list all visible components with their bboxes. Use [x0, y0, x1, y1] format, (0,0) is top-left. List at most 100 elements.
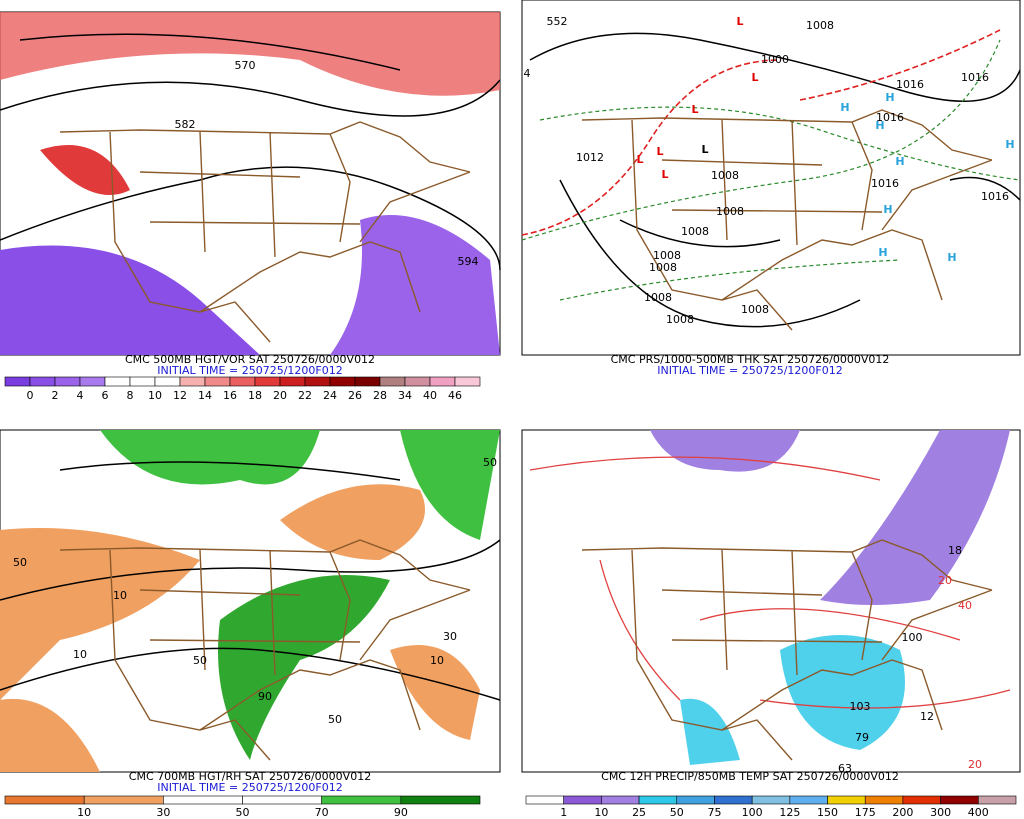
- colorbar-box: [454, 376, 481, 387]
- colorbar-label: 400: [968, 806, 989, 819]
- colorbar-box: [4, 376, 31, 387]
- pressure-center: L: [751, 71, 758, 84]
- colorbar-label: 10: [594, 806, 608, 819]
- contour-label: 20: [968, 758, 982, 771]
- temperature-line: [529, 456, 1011, 709]
- colorbar-box: [563, 795, 602, 805]
- colorbar-box: [404, 376, 431, 387]
- colorbar-label: 24: [323, 389, 337, 402]
- colorbar-label: 300: [930, 806, 951, 819]
- pressure-center: H: [875, 119, 884, 132]
- contour-label: 40: [958, 599, 972, 612]
- colorbar-label: 2: [52, 389, 59, 402]
- colorbar-box: [163, 795, 243, 805]
- contour-label: 1008: [741, 303, 769, 316]
- contour-label: 50: [483, 456, 497, 469]
- contour-label: 50: [13, 556, 27, 569]
- pressure-center: H: [885, 91, 894, 104]
- contour-label: 79: [855, 731, 869, 744]
- colorbar-box: [279, 376, 306, 387]
- colorbar-box: [129, 376, 156, 387]
- thickness-line: [521, 39, 1021, 301]
- contour-label: 30: [443, 630, 457, 643]
- colorbar-box: [601, 795, 640, 805]
- panel-title: CMC 700MB HGT/RH SAT 250726/0000V012: [129, 770, 371, 783]
- contour-label: 1008: [649, 261, 677, 274]
- colorbar-box: [229, 376, 256, 387]
- contour-label: 1008: [681, 225, 709, 238]
- contour-label: 1016: [981, 190, 1009, 203]
- colorbar-box: [940, 795, 979, 805]
- colorbar-label: 50: [236, 806, 250, 819]
- colorbar-label: 50: [670, 806, 684, 819]
- colorbar-label: 26: [348, 389, 362, 402]
- pressure-center: H: [840, 101, 849, 114]
- colorbar-box: [864, 795, 904, 805]
- colorbar-box: [714, 795, 753, 805]
- pressure-center: H: [1005, 138, 1014, 151]
- contour-label: 10: [430, 654, 444, 667]
- contour-label: 552: [547, 15, 568, 28]
- contour-label: 103: [850, 700, 871, 713]
- contour-label: 18: [948, 544, 962, 557]
- contour-label: 4: [524, 67, 531, 80]
- contour-label: 1008: [653, 249, 681, 262]
- colorbar-box: [29, 376, 56, 387]
- colorbar-label: 18: [248, 389, 262, 402]
- contour-label: 1000: [761, 53, 789, 66]
- colorbar-label: 34: [398, 389, 412, 402]
- colorbar-label: 10: [77, 806, 91, 819]
- colorbar-box: [179, 376, 206, 387]
- colorbar-label: 100: [742, 806, 763, 819]
- vorticity-area: [40, 145, 130, 195]
- colorbar-box: [83, 795, 164, 805]
- humidity-area: [100, 430, 500, 540]
- colorbar-box: [525, 795, 564, 805]
- contour-label: 1016: [961, 71, 989, 84]
- colorbar-label: 150: [817, 806, 838, 819]
- vorticity-area: [330, 215, 500, 355]
- pressure-center: H: [895, 155, 904, 168]
- precip-area: [680, 635, 905, 765]
- colorbar-label: 16: [223, 389, 237, 402]
- colorbar-label: 75: [707, 806, 721, 819]
- colorbar-box: [79, 376, 106, 387]
- pressure-center: L: [691, 103, 698, 116]
- vorticity-area: [0, 245, 260, 355]
- contour-label: 10: [113, 589, 127, 602]
- contour-label: 1012: [576, 151, 604, 164]
- pressure-center: H: [883, 203, 892, 216]
- contour-label: 1008: [666, 313, 694, 326]
- colorbar-label: 4: [77, 389, 84, 402]
- colorbar-label: 90: [394, 806, 408, 819]
- colorbar-box: [154, 376, 181, 387]
- colorbar-label: 40: [423, 389, 437, 402]
- colorbar-label: 20: [273, 389, 287, 402]
- vorticity-area: [0, 12, 500, 96]
- colorbar-label: 0: [27, 389, 34, 402]
- contour-label: 594: [458, 255, 479, 268]
- colorbar-box: [204, 376, 231, 387]
- colorbar-box: [789, 795, 828, 805]
- pressure-center: H: [947, 251, 956, 264]
- colorbar-box: [827, 795, 866, 805]
- pressure-center: L: [656, 145, 663, 158]
- colorbar-label: 6: [102, 389, 109, 402]
- contour-label: 20: [938, 574, 952, 587]
- colorbar-box: [321, 795, 402, 805]
- pressure-center: L: [701, 143, 708, 156]
- colorbar-label: 25: [632, 806, 646, 819]
- contour-label: 1016: [896, 78, 924, 91]
- contour-label: 50: [328, 713, 342, 726]
- contour-label: 63: [838, 762, 852, 775]
- contour-label: 1008: [711, 169, 739, 182]
- contour-label: 570: [235, 59, 256, 72]
- colorbar-box: [104, 376, 131, 387]
- colorbar-box: [54, 376, 81, 387]
- contour-label: 582: [175, 118, 196, 131]
- panel-title: CMC 500MB HGT/VOR SAT 250726/0000V012: [125, 353, 375, 366]
- colorbar-label: 10: [148, 389, 162, 402]
- contour-label: 12: [920, 710, 934, 723]
- colorbar-label: 12: [173, 389, 187, 402]
- colorbar-box: [400, 795, 481, 805]
